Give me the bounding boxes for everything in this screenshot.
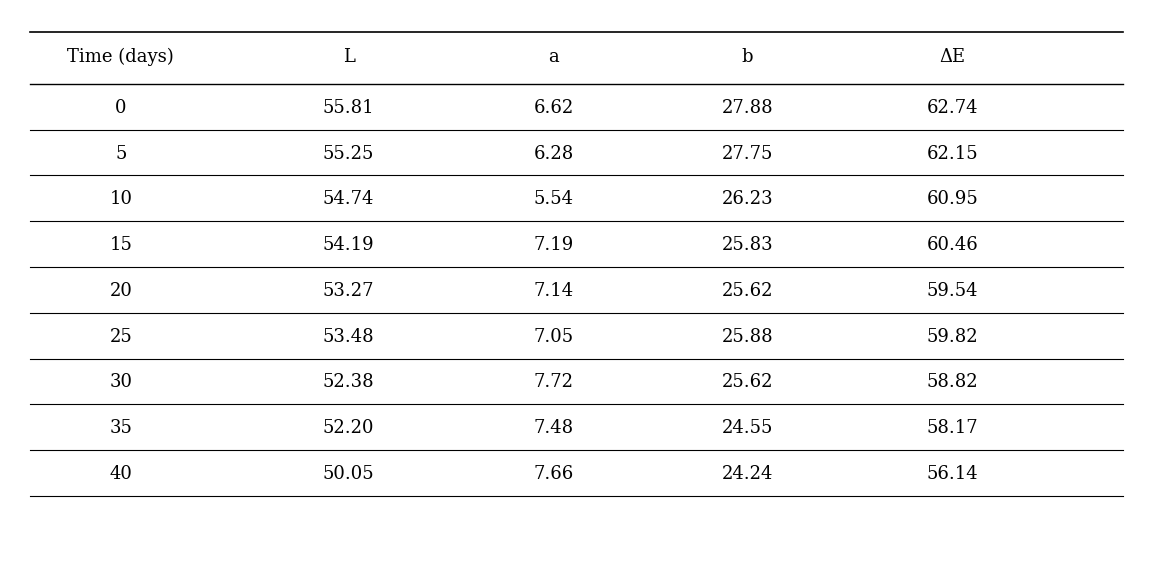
Text: 52.20: 52.20: [323, 419, 375, 437]
Text: 7.14: 7.14: [534, 282, 574, 300]
Text: 62.74: 62.74: [927, 99, 978, 117]
Text: 53.48: 53.48: [323, 328, 375, 345]
Text: 26.23: 26.23: [722, 190, 774, 208]
Text: 25.88: 25.88: [722, 328, 774, 345]
Text: 25.83: 25.83: [722, 236, 774, 254]
Text: 25.62: 25.62: [722, 282, 774, 300]
Text: 59.82: 59.82: [927, 328, 978, 345]
Text: 52.38: 52.38: [323, 374, 375, 391]
Text: 20: 20: [110, 282, 133, 300]
Text: 7.05: 7.05: [534, 328, 574, 345]
Text: 7.48: 7.48: [534, 419, 574, 437]
Text: 55.25: 55.25: [323, 145, 375, 162]
Text: 25.62: 25.62: [722, 374, 774, 391]
Text: 7.66: 7.66: [534, 465, 574, 483]
Text: 62.15: 62.15: [927, 145, 978, 162]
Text: 58.17: 58.17: [927, 419, 978, 437]
Text: 5: 5: [115, 145, 127, 162]
Text: 54.74: 54.74: [323, 190, 375, 208]
Text: 58.82: 58.82: [927, 374, 978, 391]
Text: 25: 25: [110, 328, 133, 345]
Text: 56.14: 56.14: [927, 465, 978, 483]
Text: 60.95: 60.95: [927, 190, 978, 208]
Text: 24.55: 24.55: [722, 419, 773, 437]
Text: Time (days): Time (days): [68, 48, 174, 66]
Text: 7.19: 7.19: [534, 236, 574, 254]
Text: b: b: [741, 48, 753, 66]
Text: 54.19: 54.19: [323, 236, 375, 254]
Text: a: a: [549, 48, 559, 66]
Text: 35: 35: [110, 419, 133, 437]
Text: 40: 40: [110, 465, 133, 483]
Text: 6.28: 6.28: [534, 145, 574, 162]
Text: 27.75: 27.75: [722, 145, 773, 162]
Text: 60.46: 60.46: [927, 236, 978, 254]
Text: 50.05: 50.05: [323, 465, 375, 483]
Text: 59.54: 59.54: [927, 282, 978, 300]
Text: 0: 0: [115, 99, 127, 117]
Text: 15: 15: [110, 236, 133, 254]
Text: 24.24: 24.24: [722, 465, 773, 483]
Text: ΔE: ΔE: [940, 48, 965, 66]
Text: 30: 30: [110, 374, 133, 391]
Text: 55.81: 55.81: [323, 99, 375, 117]
Text: 7.72: 7.72: [534, 374, 574, 391]
Text: L: L: [342, 48, 355, 66]
Text: 6.62: 6.62: [534, 99, 574, 117]
Text: 27.88: 27.88: [722, 99, 774, 117]
Text: 5.54: 5.54: [534, 190, 574, 208]
Text: 53.27: 53.27: [323, 282, 375, 300]
Text: 10: 10: [110, 190, 133, 208]
